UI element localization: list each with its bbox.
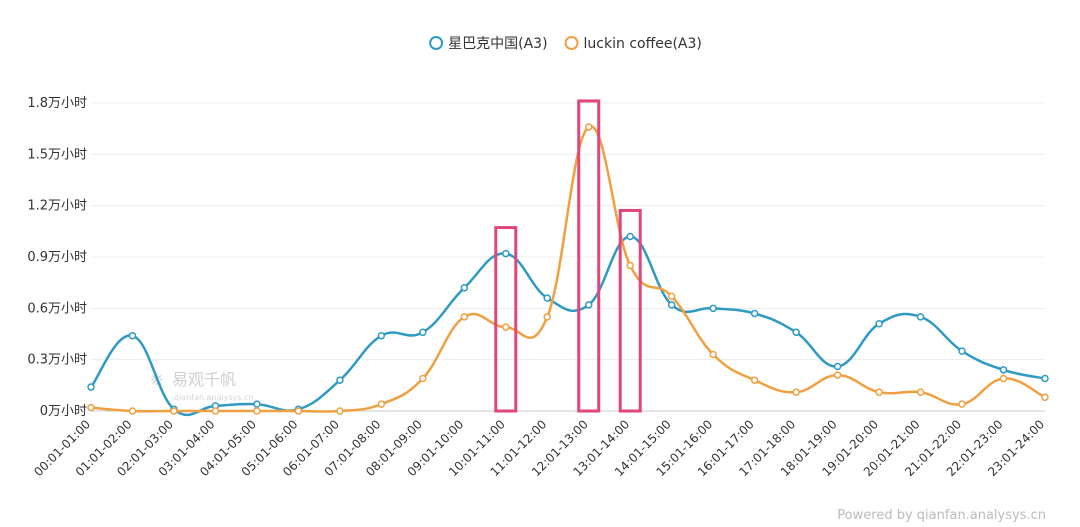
data-point[interactable] (211, 407, 220, 415)
watermark-name: 易观千帆 (172, 370, 236, 389)
data-point[interactable] (792, 328, 800, 337)
data-point[interactable] (460, 284, 469, 292)
grid-lines (91, 102, 1045, 412)
legend-circle-icon (429, 36, 444, 50)
data-point[interactable] (543, 313, 552, 321)
data-point[interactable] (170, 407, 178, 415)
data-point[interactable] (999, 374, 1008, 383)
data-point[interactable] (419, 374, 427, 383)
data-point[interactable] (377, 400, 386, 408)
data-point[interactable] (336, 407, 344, 415)
data-point[interactable] (958, 400, 966, 408)
y-tick-label: 0万小时 (40, 404, 87, 419)
data-point[interactable] (750, 309, 759, 318)
data-point[interactable] (419, 328, 427, 337)
data-point[interactable] (253, 407, 261, 415)
legend-circle-icon (564, 36, 579, 50)
series-1 (87, 123, 1049, 415)
data-point[interactable] (999, 366, 1008, 374)
data-point[interactable] (709, 304, 717, 313)
data-point[interactable] (875, 319, 883, 328)
y-axis-ticks: 0万小时 0.3万小时 0.6万小时 0.9万小时 1.2万小时 1.5万小时 1.8万小时 (27, 96, 87, 419)
y-tick-label: 0.6万小时 (27, 301, 87, 316)
legend-label: 星巴克中国(A3) (448, 36, 547, 52)
data-point[interactable] (460, 313, 469, 321)
watermark-url: qianfan.analysys.cn (174, 393, 254, 402)
data-point[interactable] (626, 261, 634, 270)
data-point[interactable] (958, 347, 966, 355)
series-0 (87, 232, 1049, 417)
data-point[interactable] (128, 331, 137, 340)
data-point[interactable] (667, 301, 676, 309)
highlight-box (494, 226, 518, 413)
data-point[interactable] (336, 376, 344, 384)
data-point[interactable] (1041, 393, 1049, 402)
data-point[interactable] (626, 232, 634, 241)
highlight-boxes (494, 99, 642, 413)
data-point[interactable] (875, 388, 883, 396)
y-tick-label: 1.5万小时 (27, 147, 87, 162)
footer-credit: Powered by qianfan.analysys.cn (837, 508, 1046, 523)
data-point[interactable] (294, 407, 303, 415)
data-point[interactable] (1041, 374, 1049, 383)
data-point[interactable] (253, 400, 261, 408)
data-point[interactable] (543, 294, 552, 302)
series-line (90, 125, 1046, 413)
data-point[interactable] (916, 388, 925, 396)
data-point[interactable] (128, 407, 137, 415)
data-point[interactable] (584, 123, 593, 131)
data-point[interactable] (502, 249, 510, 258)
data-point[interactable] (833, 362, 842, 371)
highlight-box (618, 208, 642, 413)
data-point[interactable] (667, 292, 676, 301)
legend-item-1[interactable]: luckin coffee(A3) (564, 36, 702, 52)
data-point[interactable] (833, 371, 842, 379)
data-point[interactable] (916, 313, 925, 321)
highlight-box (577, 99, 601, 413)
data-point[interactable] (87, 403, 95, 412)
data-point[interactable] (584, 301, 593, 309)
legend[interactable]: 星巴克中国(A3) luckin coffee(A3) (429, 36, 702, 52)
legend-item-0[interactable]: 星巴克中国(A3) (429, 36, 548, 52)
y-tick-label: 1.2万小时 (27, 199, 87, 214)
data-point[interactable] (792, 388, 800, 396)
y-tick-label: 0.9万小时 (27, 250, 87, 265)
data-point[interactable] (87, 383, 95, 391)
y-tick-label: 0.3万小时 (27, 353, 87, 368)
data-point[interactable] (377, 331, 386, 340)
x-axis-ticks: 00:01-01:0001:01-02:0002:01-03:0003:01-0… (31, 417, 1047, 479)
data-point[interactable] (502, 323, 510, 331)
data-point[interactable] (709, 350, 717, 359)
y-tick-label: 1.8万小时 (27, 96, 87, 111)
legend-label: luckin coffee(A3) (584, 36, 702, 52)
data-point[interactable] (750, 376, 759, 384)
series-lines (87, 123, 1049, 417)
